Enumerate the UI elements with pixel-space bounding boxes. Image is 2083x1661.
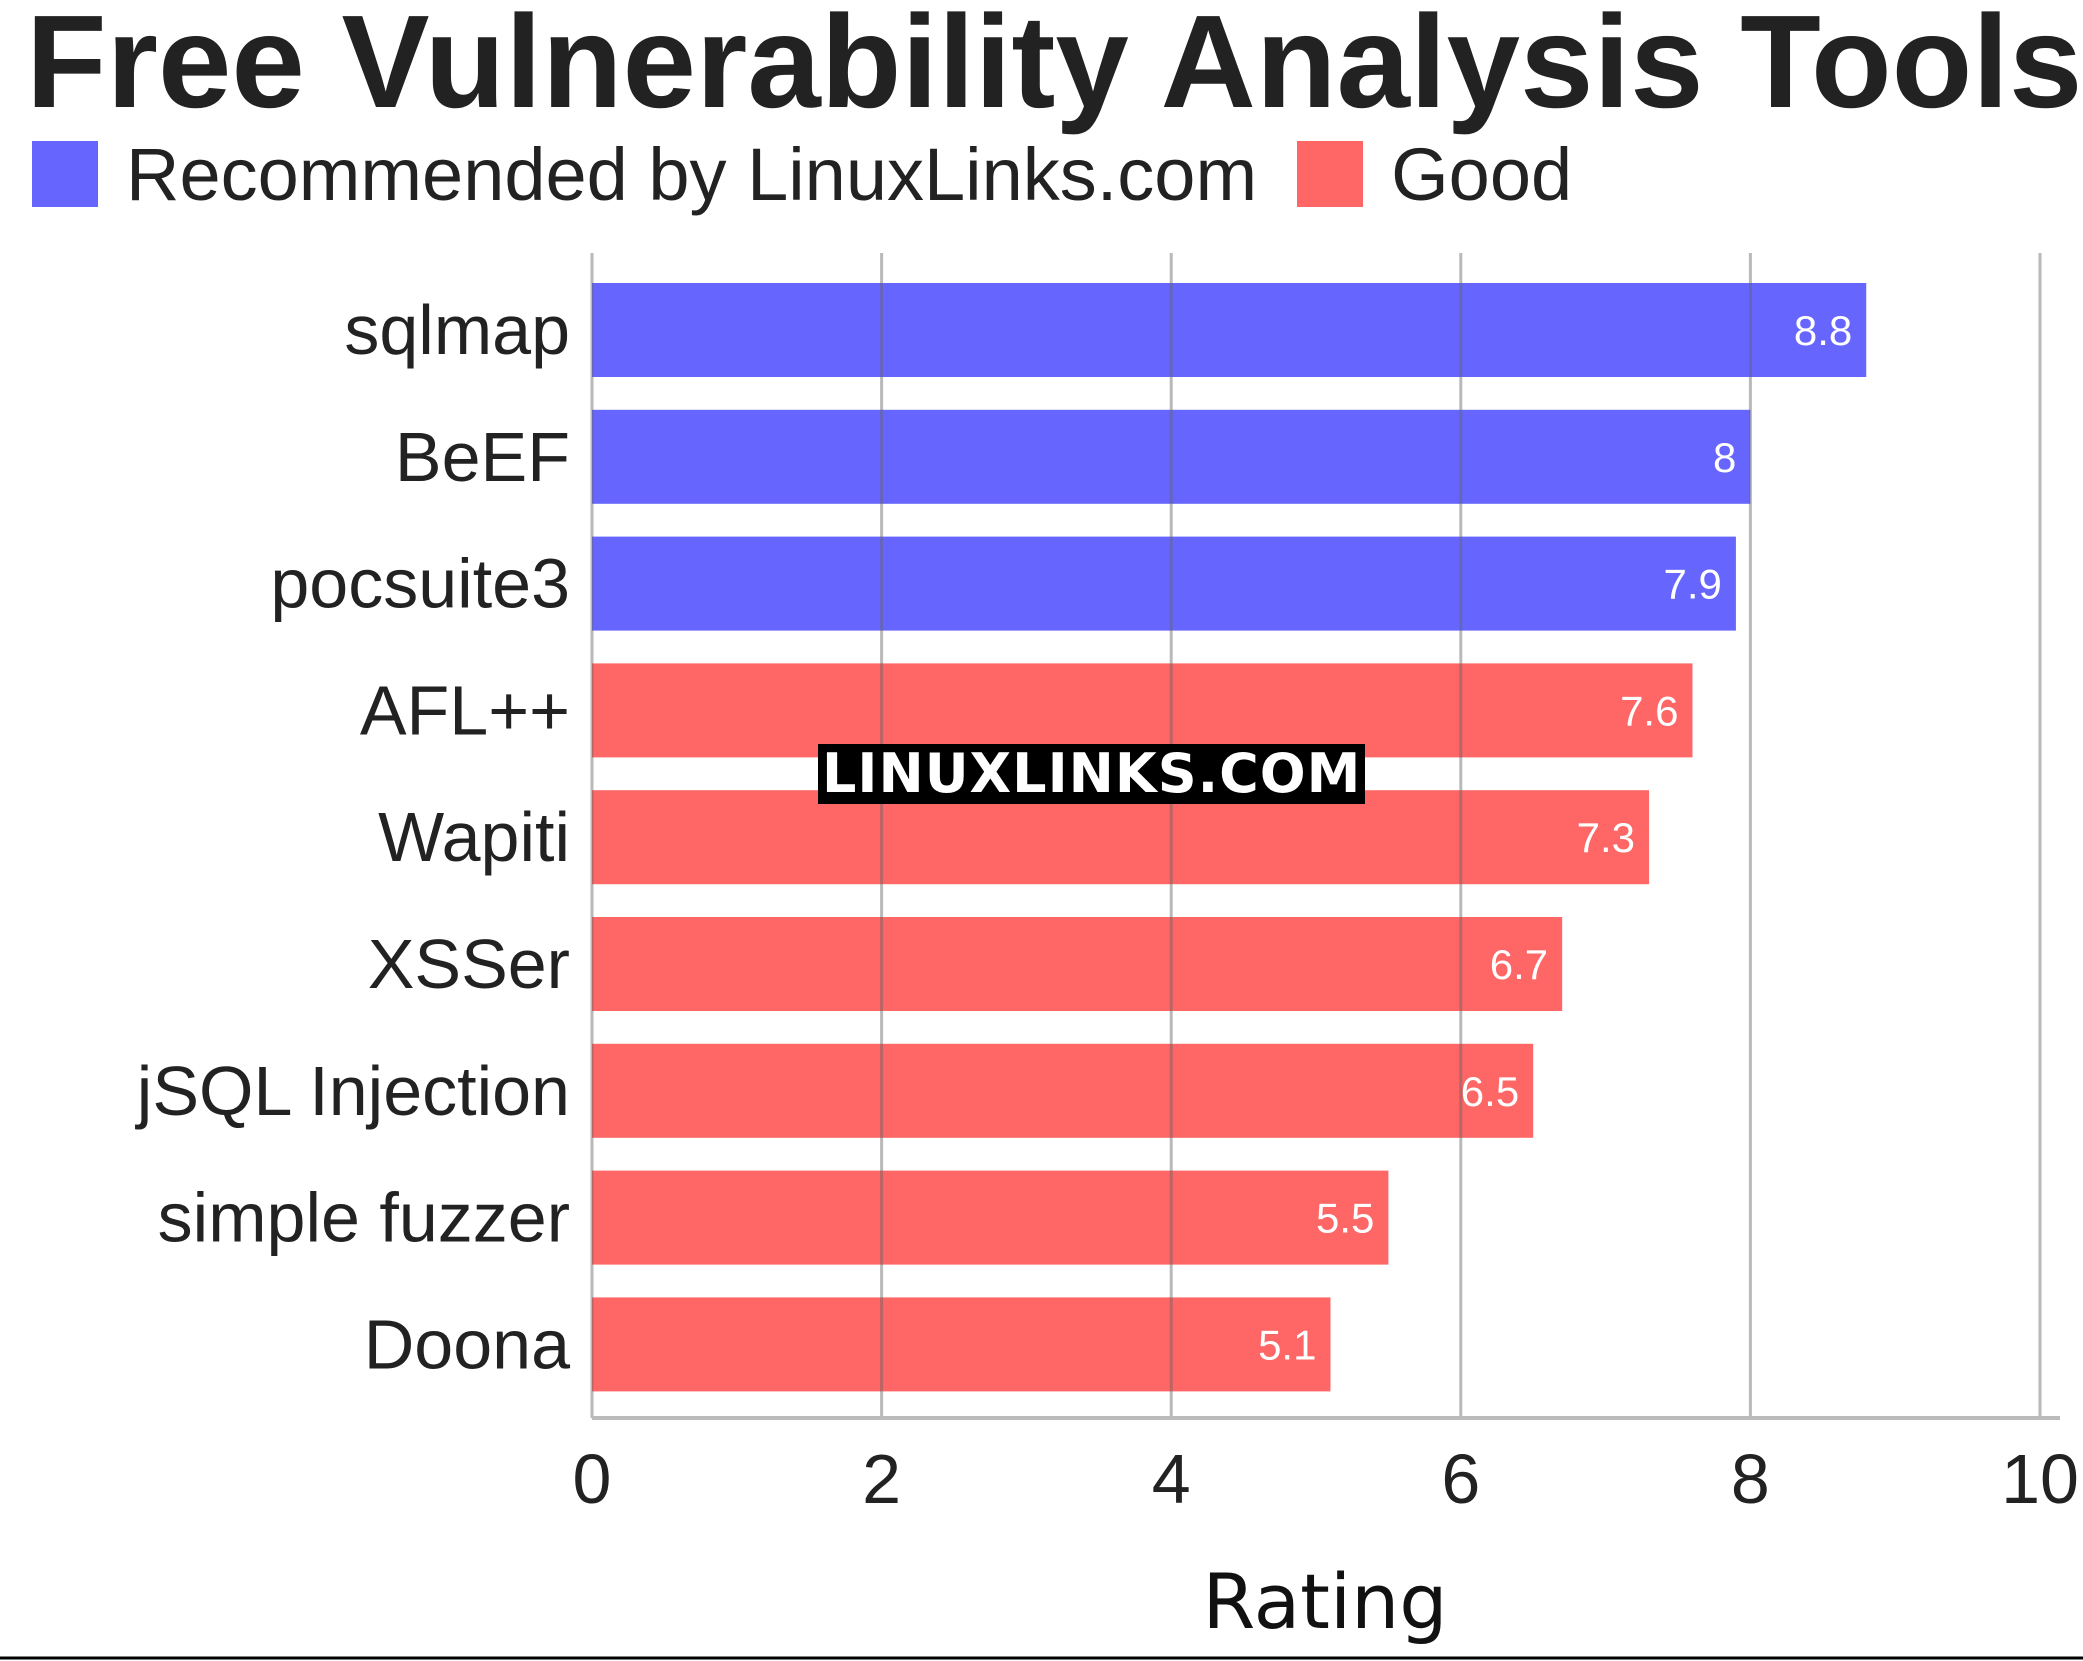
legend-item-good: Good	[1297, 132, 1572, 217]
bar	[592, 1043, 1534, 1138]
data-label: 7.3	[1577, 814, 1635, 861]
x-tick-label: 8	[1731, 1440, 1770, 1518]
legend-item-recommended: Recommended by LinuxLinks.com	[32, 132, 1257, 217]
data-label: 7.9	[1664, 561, 1722, 608]
x-tick-label: 0	[573, 1440, 612, 1518]
bar	[592, 283, 1867, 377]
data-label: 5.1	[1258, 1321, 1316, 1368]
bar	[592, 917, 1563, 1011]
category-label: Doona	[364, 1305, 570, 1383]
category-label: Wapiti	[378, 798, 570, 876]
category-label: sqlmap	[344, 291, 570, 369]
legend-swatch-good	[1297, 141, 1364, 207]
x-tick-label: 10	[2001, 1440, 2079, 1518]
bar	[592, 663, 1693, 758]
x-axis-title: Rating	[1202, 1557, 1447, 1646]
category-label: pocsuite3	[270, 545, 570, 623]
legend-swatch-recommended	[32, 141, 98, 207]
bar	[592, 1170, 1389, 1265]
legend-label-recommended: Recommended by LinuxLinks.com	[126, 132, 1258, 216]
data-label: 8	[1713, 434, 1736, 481]
chart-title: Free Vulnerability Analysis Tools	[26, 0, 2083, 135]
legend: Recommended by LinuxLinks.com Good	[32, 133, 1612, 216]
category-label: XSSer	[368, 925, 570, 1003]
data-label: 5.5	[1316, 1195, 1374, 1242]
data-label: 6.5	[1461, 1068, 1519, 1115]
x-tick-label: 4	[1152, 1440, 1191, 1518]
x-tick-label: 2	[862, 1440, 901, 1518]
category-label: AFL++	[360, 671, 570, 749]
legend-label-good: Good	[1391, 132, 1573, 216]
bar	[592, 1297, 1331, 1392]
bar	[592, 790, 1650, 885]
category-label: BeEF	[395, 418, 570, 496]
bar	[592, 409, 1751, 504]
data-label: 8.8	[1794, 307, 1852, 354]
watermark: LINUXLINKS.COM	[818, 744, 1366, 804]
bar	[592, 536, 1736, 631]
data-label: 7.6	[1620, 687, 1678, 734]
x-tick-label: 6	[1441, 1440, 1480, 1518]
data-label: 6.7	[1490, 941, 1548, 988]
category-label: jSQL Injection	[135, 1052, 570, 1130]
category-label: simple fuzzer	[158, 1179, 570, 1257]
